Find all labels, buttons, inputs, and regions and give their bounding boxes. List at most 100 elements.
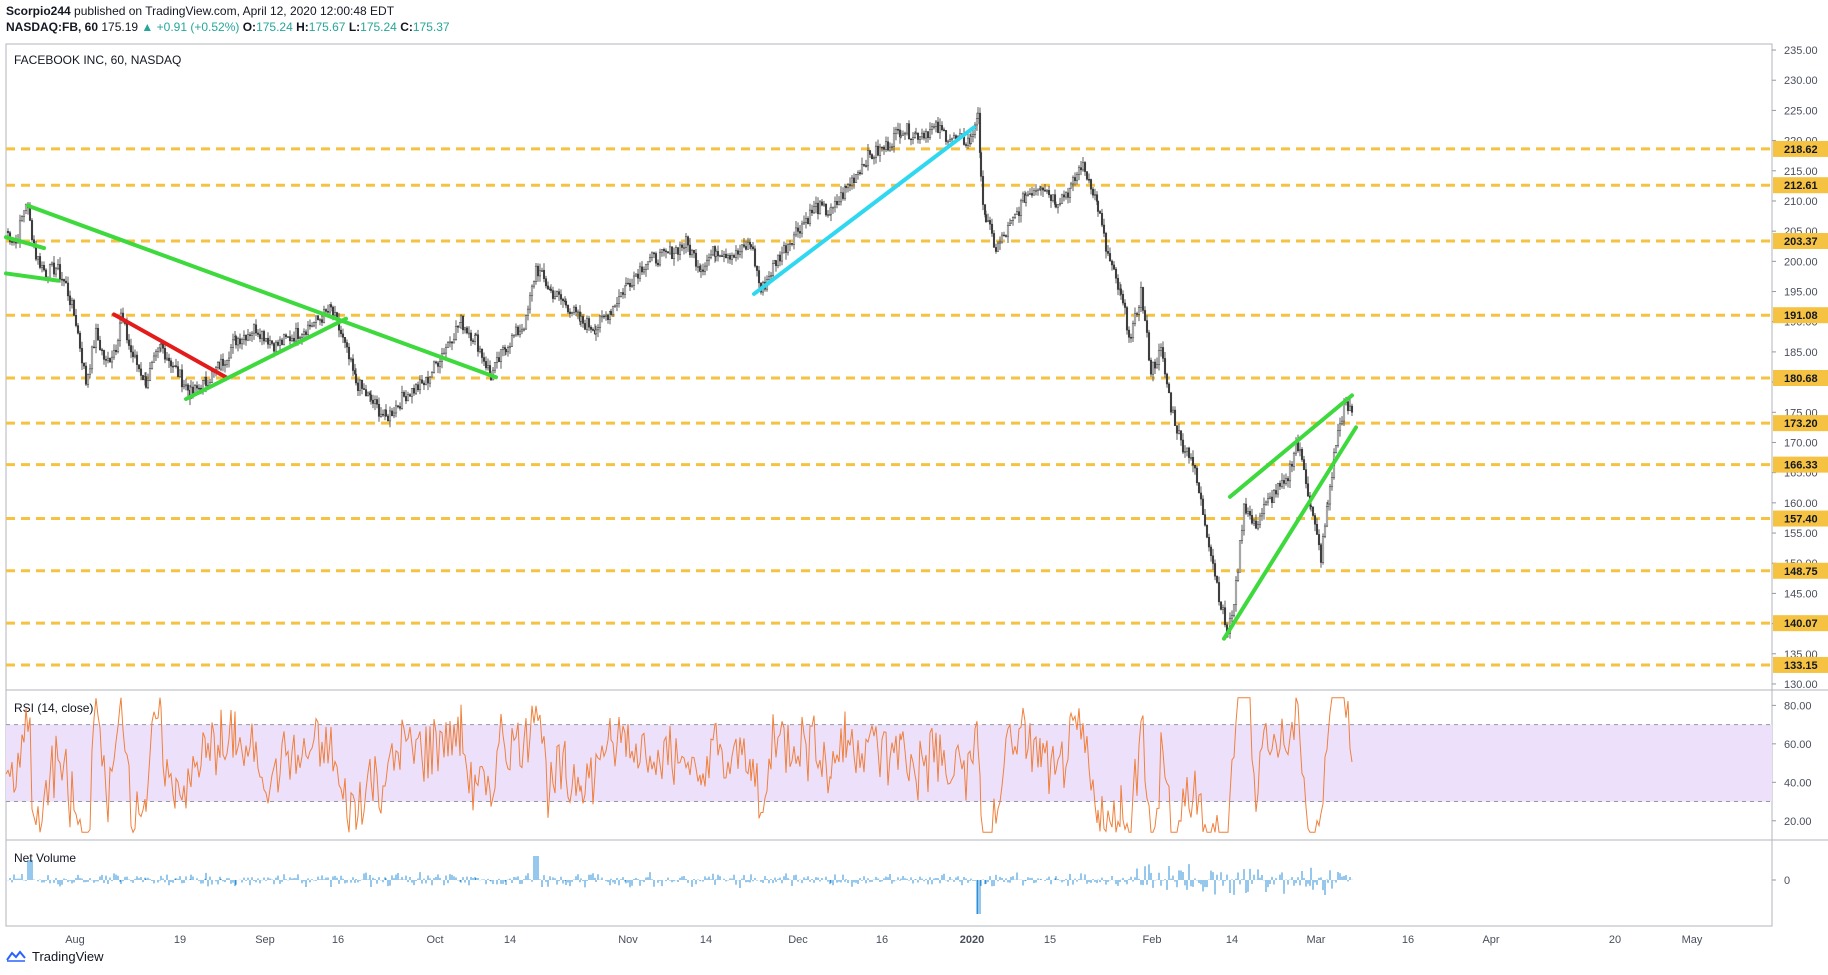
candle-body — [501, 347, 505, 350]
volume-pane — [5, 856, 1353, 914]
candle-body — [296, 328, 300, 339]
candle-body — [918, 136, 922, 140]
candle-body — [390, 410, 394, 417]
candle-body — [266, 337, 270, 345]
footer-brand[interactable]: TradingView — [6, 945, 104, 967]
candle-body — [191, 386, 195, 394]
candle-body — [940, 125, 944, 130]
candle-body — [591, 329, 595, 331]
price-tick-label: 145.00 — [1784, 588, 1818, 600]
candle-body — [1153, 361, 1157, 369]
candle-body — [1189, 457, 1193, 459]
candle-body — [718, 255, 722, 257]
candle-body — [469, 332, 473, 341]
candle-body — [644, 263, 648, 270]
time-tick-label: Oct — [426, 934, 443, 946]
level-price-label: 133.15 — [1784, 660, 1818, 672]
candle-body — [465, 327, 469, 334]
candle-body — [1068, 187, 1072, 198]
candle-body — [988, 220, 992, 225]
high-label: H: — [296, 20, 309, 34]
candle-body — [1311, 506, 1315, 516]
candle-body — [210, 371, 214, 383]
candle-body — [480, 348, 484, 358]
candle-body — [946, 140, 950, 143]
change-arrow-icon: ▲ — [141, 20, 154, 34]
candle-body — [1248, 511, 1252, 516]
time-tick-label: Nov — [618, 934, 638, 946]
candle-body — [1149, 359, 1153, 375]
candle-body — [1284, 478, 1288, 484]
candle-body — [549, 288, 553, 291]
candle-body — [1062, 194, 1066, 198]
candle-body — [1346, 401, 1350, 411]
chart-header: Scorpio244 published on TradingView.com,… — [6, 4, 1816, 38]
candle-body — [225, 360, 229, 365]
candle-body — [755, 265, 759, 271]
candle-body — [835, 201, 839, 205]
candle-body — [536, 265, 540, 277]
candle-body — [1054, 204, 1058, 208]
candle-body — [430, 372, 434, 378]
symbol-label[interactable]: NASDAQ:FB, 60 — [6, 20, 99, 34]
candle-body — [412, 388, 416, 394]
candle-body — [482, 357, 486, 362]
candle-body — [129, 345, 133, 353]
candle-body — [240, 339, 244, 345]
candle-body — [606, 314, 610, 320]
candle-body — [726, 255, 730, 259]
candle-body — [596, 327, 600, 331]
candle-body — [1199, 492, 1203, 500]
candle-body — [1270, 496, 1274, 503]
candle-body — [1116, 278, 1120, 290]
candle-body — [640, 266, 644, 273]
candle-body — [816, 202, 820, 215]
candle-body — [286, 336, 290, 338]
candle-body — [349, 358, 353, 361]
time-tick-label: 16 — [1402, 934, 1414, 946]
candle-body — [408, 394, 412, 397]
candle-body — [1323, 525, 1327, 537]
candle-body — [924, 131, 928, 139]
candle-body — [820, 201, 824, 206]
candle-body — [542, 270, 546, 279]
candle-body — [976, 112, 980, 119]
candle-body — [802, 222, 806, 225]
candle-body — [686, 236, 690, 246]
rsi-tick-label: 40.00 — [1784, 777, 1812, 789]
author-name[interactable]: Scorpio244 — [6, 4, 71, 18]
candle-body — [1195, 467, 1199, 483]
candle-body — [272, 343, 276, 352]
candle-body — [159, 343, 163, 346]
candle-body — [1250, 515, 1254, 524]
candle-body — [231, 339, 235, 348]
candle-body — [688, 244, 692, 256]
rsi-pane — [5, 697, 1772, 834]
candle-body — [1004, 235, 1008, 237]
candle-body — [790, 243, 794, 245]
volume-axis: 0 — [1772, 875, 1790, 887]
candle-body — [262, 331, 266, 342]
candle-body — [792, 234, 796, 245]
level-price-label: 157.40 — [1784, 514, 1818, 526]
candle-body — [784, 245, 788, 253]
candle-body — [709, 254, 713, 258]
candle-body — [1045, 190, 1049, 192]
trendline-green — [1222, 425, 1358, 641]
candle-body — [611, 306, 615, 315]
candle-body — [844, 185, 848, 189]
level-price-box — [1773, 656, 1828, 673]
low-label: L: — [348, 20, 361, 34]
candle-body — [18, 220, 22, 242]
candle-body — [290, 337, 294, 342]
candle-body — [219, 358, 223, 370]
candle-body — [402, 392, 406, 397]
candle-body — [167, 357, 171, 362]
candle-body — [165, 357, 169, 360]
candle-body — [833, 201, 837, 208]
candle-body — [901, 133, 905, 136]
candle-body — [1306, 483, 1310, 497]
level-price-boxes: 218.62 212.61 203.37 191.08 180.68 173.20 166.… — [1773, 140, 1828, 673]
candle-body — [1262, 504, 1266, 515]
